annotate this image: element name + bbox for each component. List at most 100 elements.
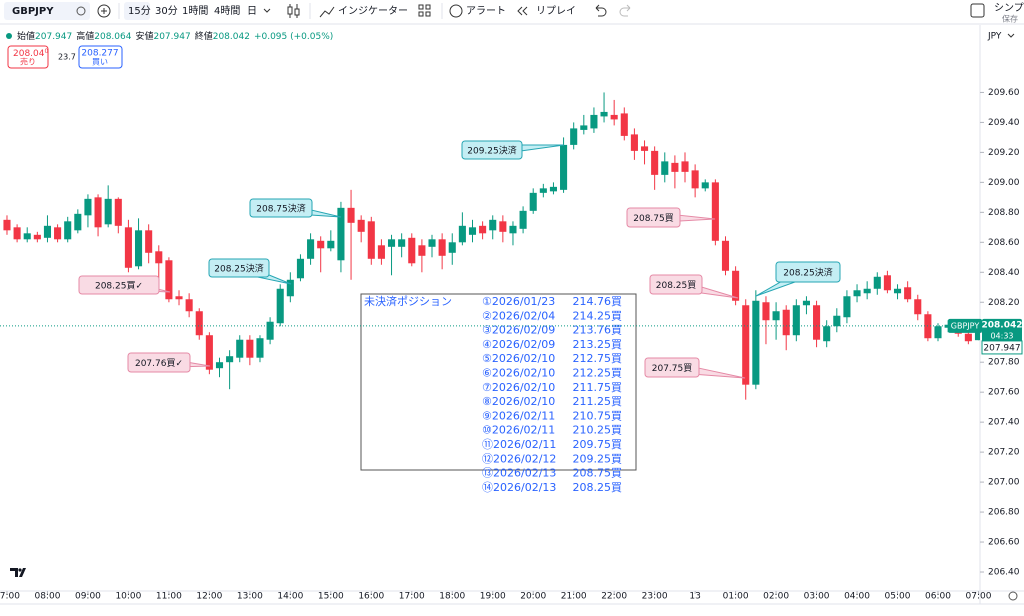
interval-active[interactable] bbox=[124, 2, 150, 20]
positions-list: ①2026/01/23 214.76買 ②2026/02/04 214.25買 ③202… bbox=[482, 295, 622, 494]
candle-body bbox=[236, 339, 244, 358]
candle-body bbox=[701, 182, 709, 189]
callout: 208.25買 bbox=[649, 274, 739, 299]
legend-change: +0.095 (+0.05%) bbox=[254, 32, 333, 42]
interval[interactable]: 4時間 bbox=[214, 5, 240, 17]
x-tick-label: 07:00 bbox=[966, 592, 992, 602]
layout[interactable]: シンプ bbox=[994, 2, 1024, 14]
position-date: ⑭2026/02/13 bbox=[482, 481, 556, 494]
y-tick-label: 207.60 bbox=[988, 388, 1020, 398]
x-tick-label: 04:00 bbox=[844, 592, 870, 602]
redo[interactable] bbox=[619, 4, 631, 17]
candle-body bbox=[205, 335, 213, 370]
symbol-tag: GBPJPY bbox=[951, 321, 980, 330]
interval[interactable]: 日 bbox=[247, 6, 257, 17]
position-price: 209.25買 bbox=[573, 452, 623, 465]
interval-menu[interactable] bbox=[263, 8, 271, 13]
callout-cover bbox=[251, 200, 311, 216]
candle-body bbox=[964, 333, 972, 342]
callout-cover bbox=[80, 277, 158, 293]
legend-label: 安値 bbox=[135, 30, 153, 42]
save[interactable]: 保存 bbox=[1002, 14, 1018, 24]
legend-value: 207.947 bbox=[153, 32, 190, 42]
candle-body bbox=[428, 239, 436, 247]
callout-text: 208.25決済 bbox=[783, 267, 833, 279]
replay[interactable]: リプレイ bbox=[536, 5, 576, 17]
sell-button[interactable] bbox=[7, 45, 49, 69]
candle-body bbox=[914, 299, 922, 315]
x-tick-label: 17:00 bbox=[399, 592, 425, 602]
x-tick-label: 09:00 bbox=[75, 592, 101, 602]
symbol[interactable]: GBPJPY bbox=[12, 6, 54, 17]
position-price: 208.25買 bbox=[573, 481, 623, 494]
indicator-icon[interactable] bbox=[319, 6, 335, 18]
candle-body bbox=[479, 225, 487, 234]
candle-body bbox=[549, 186, 557, 192]
sell-pip[interactable]: 0 bbox=[45, 48, 49, 55]
settings-icon[interactable] bbox=[1008, 591, 1018, 601]
buy-label[interactable]: 買い bbox=[92, 58, 108, 67]
candle-body bbox=[742, 305, 750, 385]
x-tick-label: 10:00 bbox=[115, 592, 141, 602]
sell-price[interactable]: 208.040 bbox=[13, 48, 49, 59]
candle-body bbox=[286, 279, 294, 297]
candle-body bbox=[620, 113, 628, 136]
sell-price-main[interactable]: 208.04 bbox=[13, 49, 45, 59]
candle-body bbox=[934, 326, 942, 339]
legend: 始値207.947 高値208.064 安値207.947 終値208.042 +0.0… bbox=[6, 30, 333, 69]
currency-menu[interactable] bbox=[1007, 33, 1015, 38]
plot bbox=[3, 92, 980, 400]
candle-body bbox=[84, 198, 92, 216]
ohlc-legend: 始値207.947 高値208.064 安値207.947 終値208.042 +0.0… bbox=[17, 30, 333, 42]
candle-body bbox=[337, 207, 345, 261]
callout: 208.25決済 bbox=[208, 258, 292, 285]
callout-cover bbox=[646, 359, 698, 376]
callout-text: 208.75買 bbox=[633, 213, 674, 224]
candle-body bbox=[54, 227, 62, 240]
callout: 207.75買 bbox=[644, 357, 746, 379]
alert-icon[interactable] bbox=[449, 4, 463, 18]
interval[interactable]: 30分 bbox=[155, 5, 178, 17]
replay-icon[interactable] bbox=[517, 6, 528, 16]
layout-icon[interactable] bbox=[970, 3, 985, 18]
interval[interactable]: 15分 bbox=[128, 5, 151, 17]
candle-body bbox=[752, 300, 760, 385]
candle-body bbox=[823, 326, 831, 342]
y-tick-label: 209.60 bbox=[988, 88, 1020, 98]
candle-body bbox=[418, 245, 426, 256]
undo[interactable] bbox=[595, 4, 607, 17]
callout: 208.25決済 bbox=[755, 261, 841, 297]
buy-price[interactable]: 208.277 bbox=[81, 49, 118, 59]
tv-logo bbox=[10, 568, 26, 577]
candle-body bbox=[408, 237, 416, 264]
position-price: 214.76買 bbox=[573, 295, 623, 308]
y-tick-label: 207.00 bbox=[988, 478, 1020, 488]
y-tick-label: 206.40 bbox=[988, 568, 1020, 578]
candle-body bbox=[64, 221, 72, 240]
buy-button[interactable] bbox=[78, 45, 123, 69]
sell-label[interactable]: 売り bbox=[20, 57, 36, 67]
callout: 207.76買✓ bbox=[127, 352, 211, 373]
symbol-icon[interactable] bbox=[76, 6, 86, 16]
position-price: 212.75買 bbox=[573, 352, 623, 365]
y-tick-label: 209.40 bbox=[988, 118, 1020, 128]
add-symbol[interactable] bbox=[97, 4, 111, 18]
open-price: 207.947 bbox=[983, 343, 1020, 353]
candle-body bbox=[195, 311, 203, 336]
interval[interactable]: 1時間 bbox=[182, 5, 208, 17]
candle-body bbox=[124, 227, 132, 268]
last-price-bg bbox=[982, 318, 1022, 343]
position-date: ③2026/02/09 bbox=[482, 324, 555, 337]
indicators[interactable]: インジケーター bbox=[338, 5, 408, 17]
y-tick-label: 208.20 bbox=[988, 298, 1020, 308]
candle-body bbox=[94, 197, 102, 228]
y-tick-label: 207.20 bbox=[988, 448, 1020, 458]
templates-icon[interactable] bbox=[418, 4, 431, 17]
symbol-box[interactable] bbox=[4, 2, 90, 20]
candle-body bbox=[317, 240, 325, 249]
alert[interactable]: アラート bbox=[466, 5, 506, 17]
candle-body bbox=[904, 287, 912, 300]
candle-body bbox=[691, 170, 699, 189]
x-tick-label: 13:00 bbox=[237, 592, 263, 602]
candle-body bbox=[134, 230, 143, 267]
